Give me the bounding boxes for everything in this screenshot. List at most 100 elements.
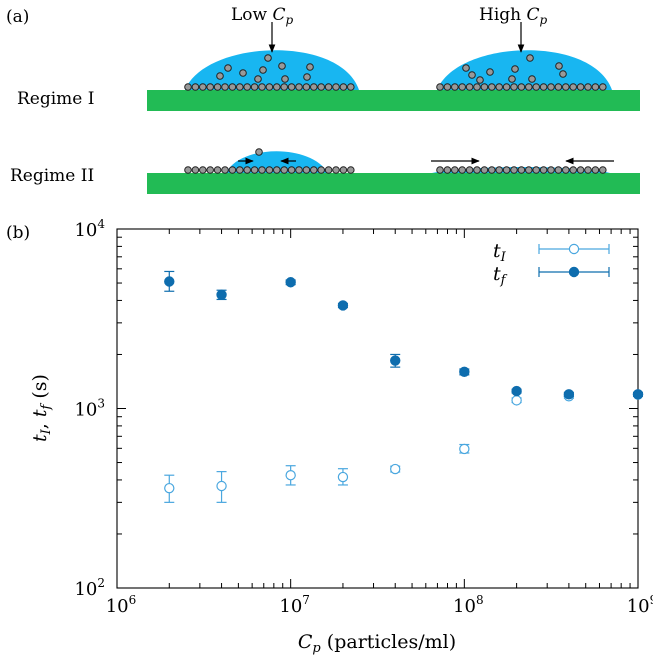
droplet-regime-2-low [226,151,328,173]
particle [526,54,534,62]
particle [280,166,289,174]
particle [465,83,474,91]
data-point-tf [164,276,175,287]
particle [555,62,563,70]
data-point-tI [390,463,401,475]
particle [317,83,326,91]
legend-marker-tf [568,266,580,278]
particle [347,83,355,91]
particle [436,166,444,174]
substrate-regime-1 [147,90,640,111]
particle [510,166,518,174]
data-point-tI [459,443,470,455]
data-point-tI [511,395,522,406]
particle [562,166,570,174]
particle [495,166,504,174]
particle [265,166,274,174]
particle [273,83,281,91]
particle [265,83,274,91]
particle [468,71,476,79]
particle [295,166,303,174]
x-tick-label: 107 [279,593,310,617]
substrate-regime-2 [147,173,640,194]
particle [221,83,229,91]
y-axis-label: tI, tf (s) [29,374,54,442]
particle [591,83,600,91]
particle [584,83,592,91]
particle [486,68,494,76]
particle [228,166,237,174]
y-tick-label: 102 [74,576,105,600]
particle [280,83,289,91]
particle [517,83,526,91]
particle [191,166,200,174]
particle [254,75,262,83]
droplet-low-cp [185,50,359,90]
data-point-tf [563,389,575,400]
panel-b-label: (b) [6,223,30,243]
legend-label-tf: tf [493,263,508,288]
particle [532,166,541,174]
particle [332,166,340,174]
particle [264,54,272,62]
particle [228,83,237,91]
panel-a: (a) Low Cp High Cp Regime I Regime II [6,5,640,194]
particle [250,83,259,91]
particle [599,166,607,174]
particle [258,83,266,91]
particle [310,166,318,174]
particle [213,166,222,174]
data-point-tf [337,300,349,311]
particle [278,62,286,70]
data-point-tI [285,470,296,481]
data-point-tI [216,480,227,492]
particle [236,166,244,174]
y-tick-label: 104 [74,217,105,241]
particle [473,166,481,174]
particle [465,166,474,174]
x-axis-label: Cp (particles/ml) [298,631,456,656]
particles-regime-1 [184,54,607,91]
particle [443,166,452,174]
particle [554,166,563,174]
particle [258,166,266,174]
legend: tI tf [493,240,610,288]
particle [502,166,511,174]
particle [236,83,244,91]
data-point-tI [337,471,349,483]
particle [476,76,484,84]
low-cp-label: Low Cp [231,5,294,27]
particle [473,83,481,91]
particle [488,166,496,174]
particle [508,75,516,83]
x-tick-label: 108 [453,593,484,617]
particle [287,83,296,91]
particle [488,83,496,91]
data-point-tf [216,289,227,300]
data-point-tf [390,355,401,366]
particle [502,83,511,91]
particle [303,73,311,81]
particle [539,83,548,91]
axis-ticks [116,229,638,589]
particle [517,166,526,174]
particle [259,66,267,74]
particle [243,83,251,91]
particle [199,83,207,91]
y-tick-label: 103 [74,397,105,421]
particle [569,166,578,174]
legend-marker-tI [568,243,580,255]
high-cp-label: High Cp [479,5,548,27]
data-point-tf [632,389,644,400]
particle [436,83,444,91]
particle [199,166,207,174]
particle [224,64,232,72]
particle [339,166,348,174]
particle [347,166,355,174]
particle [510,83,518,91]
particle [302,83,311,91]
panel-a-label: (a) [6,7,29,27]
particle [206,166,214,174]
particle [332,83,340,91]
